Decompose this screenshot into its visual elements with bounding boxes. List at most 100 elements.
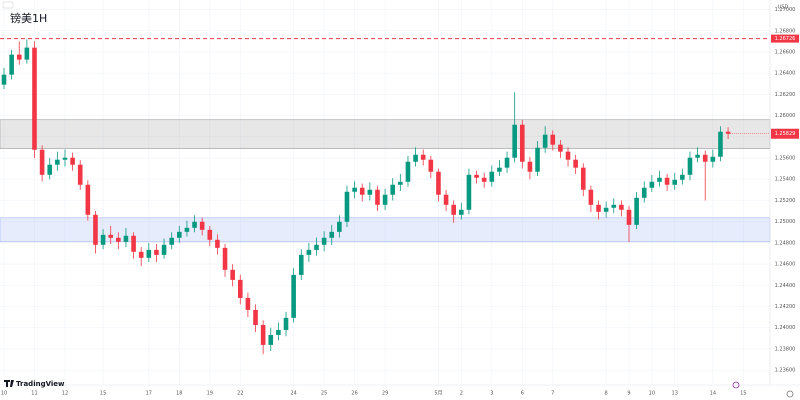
- candle-body: [641, 187, 647, 198]
- candle-body: [222, 247, 228, 270]
- x-tick-label: 6: [521, 391, 524, 397]
- candle-body: [70, 157, 75, 165]
- candle-body: [573, 159, 578, 168]
- candle-body: [85, 184, 91, 215]
- candle-body: [260, 324, 266, 345]
- candle-body: [199, 221, 205, 230]
- candle-body: [154, 249, 159, 255]
- last-price-label: 1.25829: [775, 131, 796, 137]
- candle-body: [39, 149, 45, 175]
- y-tick-label: 1.26400: [775, 71, 796, 77]
- x-tick-label: 11: [31, 391, 37, 397]
- candle-body: [108, 234, 114, 238]
- candle-body: [329, 231, 335, 238]
- plot-area: [0, 0, 771, 385]
- y-tick-label: 1.23600: [775, 368, 796, 374]
- candle-body: [344, 191, 350, 222]
- y-tick-label: 1.24800: [775, 240, 796, 246]
- candle-body: [237, 279, 243, 298]
- candle-body: [1, 74, 7, 85]
- x-tick-label: 17: [146, 391, 152, 397]
- candle-body: [489, 171, 495, 182]
- candle-body: [192, 221, 197, 228]
- candle-body: [62, 157, 68, 160]
- candle-body: [9, 54, 14, 75]
- x-tick-label: 25: [321, 391, 327, 397]
- candle-body: [451, 204, 456, 215]
- price-zone: [0, 119, 771, 149]
- candle-body: [283, 317, 289, 330]
- candle-body: [131, 235, 136, 252]
- candle-body: [116, 237, 121, 242]
- y-tick-label: 1.25000: [775, 219, 796, 225]
- x-tick-label: 12: [62, 391, 68, 397]
- candle-body: [695, 154, 700, 158]
- candle-body: [55, 159, 60, 165]
- candle-body: [230, 269, 235, 280]
- y-tick-label: 1.24000: [775, 325, 796, 331]
- candle-body: [268, 334, 274, 345]
- candle-body: [77, 164, 83, 185]
- level-label: 1.26726: [775, 36, 796, 42]
- candle-body: [611, 204, 617, 208]
- x-tick-label: 5月: [434, 391, 442, 397]
- candle-body: [542, 134, 548, 148]
- candle-body: [672, 179, 678, 185]
- candle-body: [649, 181, 655, 188]
- candle-body: [619, 204, 624, 210]
- x-tick-label: 2: [460, 391, 463, 397]
- candle-body: [580, 167, 586, 190]
- y-tick-label: 1.25200: [775, 198, 796, 204]
- candle-body: [664, 177, 670, 185]
- candle-body: [512, 124, 517, 158]
- candle-body: [497, 167, 502, 172]
- x-tick-label: 29: [382, 391, 388, 397]
- candle-body: [306, 249, 312, 255]
- price-zone: [0, 217, 771, 243]
- candle-body: [710, 156, 716, 162]
- candle-body: [314, 244, 319, 250]
- x-tick-label: 18: [176, 391, 182, 397]
- candle-body: [398, 181, 403, 185]
- brand-name: TradingView: [16, 380, 65, 388]
- level-label-bg: [771, 34, 799, 43]
- x-tick-label: 14: [710, 391, 716, 397]
- candle-body: [352, 187, 357, 192]
- brand-icon: [4, 380, 14, 387]
- candle-body: [481, 177, 487, 182]
- collapse-button[interactable]: [2, 1, 14, 9]
- x-tick-label: 24: [290, 391, 296, 397]
- candle-body: [146, 249, 152, 258]
- candle-body: [245, 297, 251, 310]
- candle-body: [657, 177, 662, 182]
- x-tick-label: 8: [605, 391, 608, 397]
- candle-body: [680, 174, 685, 180]
- x-tick-label: 19: [207, 391, 213, 397]
- y-tick-label: 1.24200: [775, 304, 796, 310]
- y-tick-label: 1.26200: [775, 92, 796, 98]
- y-tick-label: 1.25400: [775, 177, 796, 183]
- x-tick-label: 13: [672, 391, 678, 397]
- candle-body: [375, 189, 380, 205]
- candle-body: [626, 209, 632, 225]
- candle-body: [276, 329, 281, 335]
- candle-body: [32, 47, 37, 150]
- candle-body: [474, 174, 479, 178]
- candle-body: [184, 227, 190, 232]
- x-tick-label: 10: [1, 391, 7, 397]
- candle-body: [100, 234, 106, 245]
- x-tick-label: 7: [551, 391, 554, 397]
- event-icon[interactable]: [732, 381, 740, 389]
- y-tick-label: 1.27000: [775, 7, 796, 13]
- y-tick-label: 1.24600: [775, 262, 796, 268]
- settings-button[interactable]: [786, 390, 794, 398]
- candle-body: [390, 184, 396, 195]
- last-price-bg: [771, 128, 799, 139]
- candle-body: [596, 204, 601, 212]
- candle-body: [420, 154, 426, 160]
- y-tick-label: 1.26800: [775, 28, 796, 34]
- y-tick-label: 1.23800: [775, 346, 796, 352]
- x-tick-label: 10: [649, 391, 655, 397]
- candle-body: [321, 237, 327, 245]
